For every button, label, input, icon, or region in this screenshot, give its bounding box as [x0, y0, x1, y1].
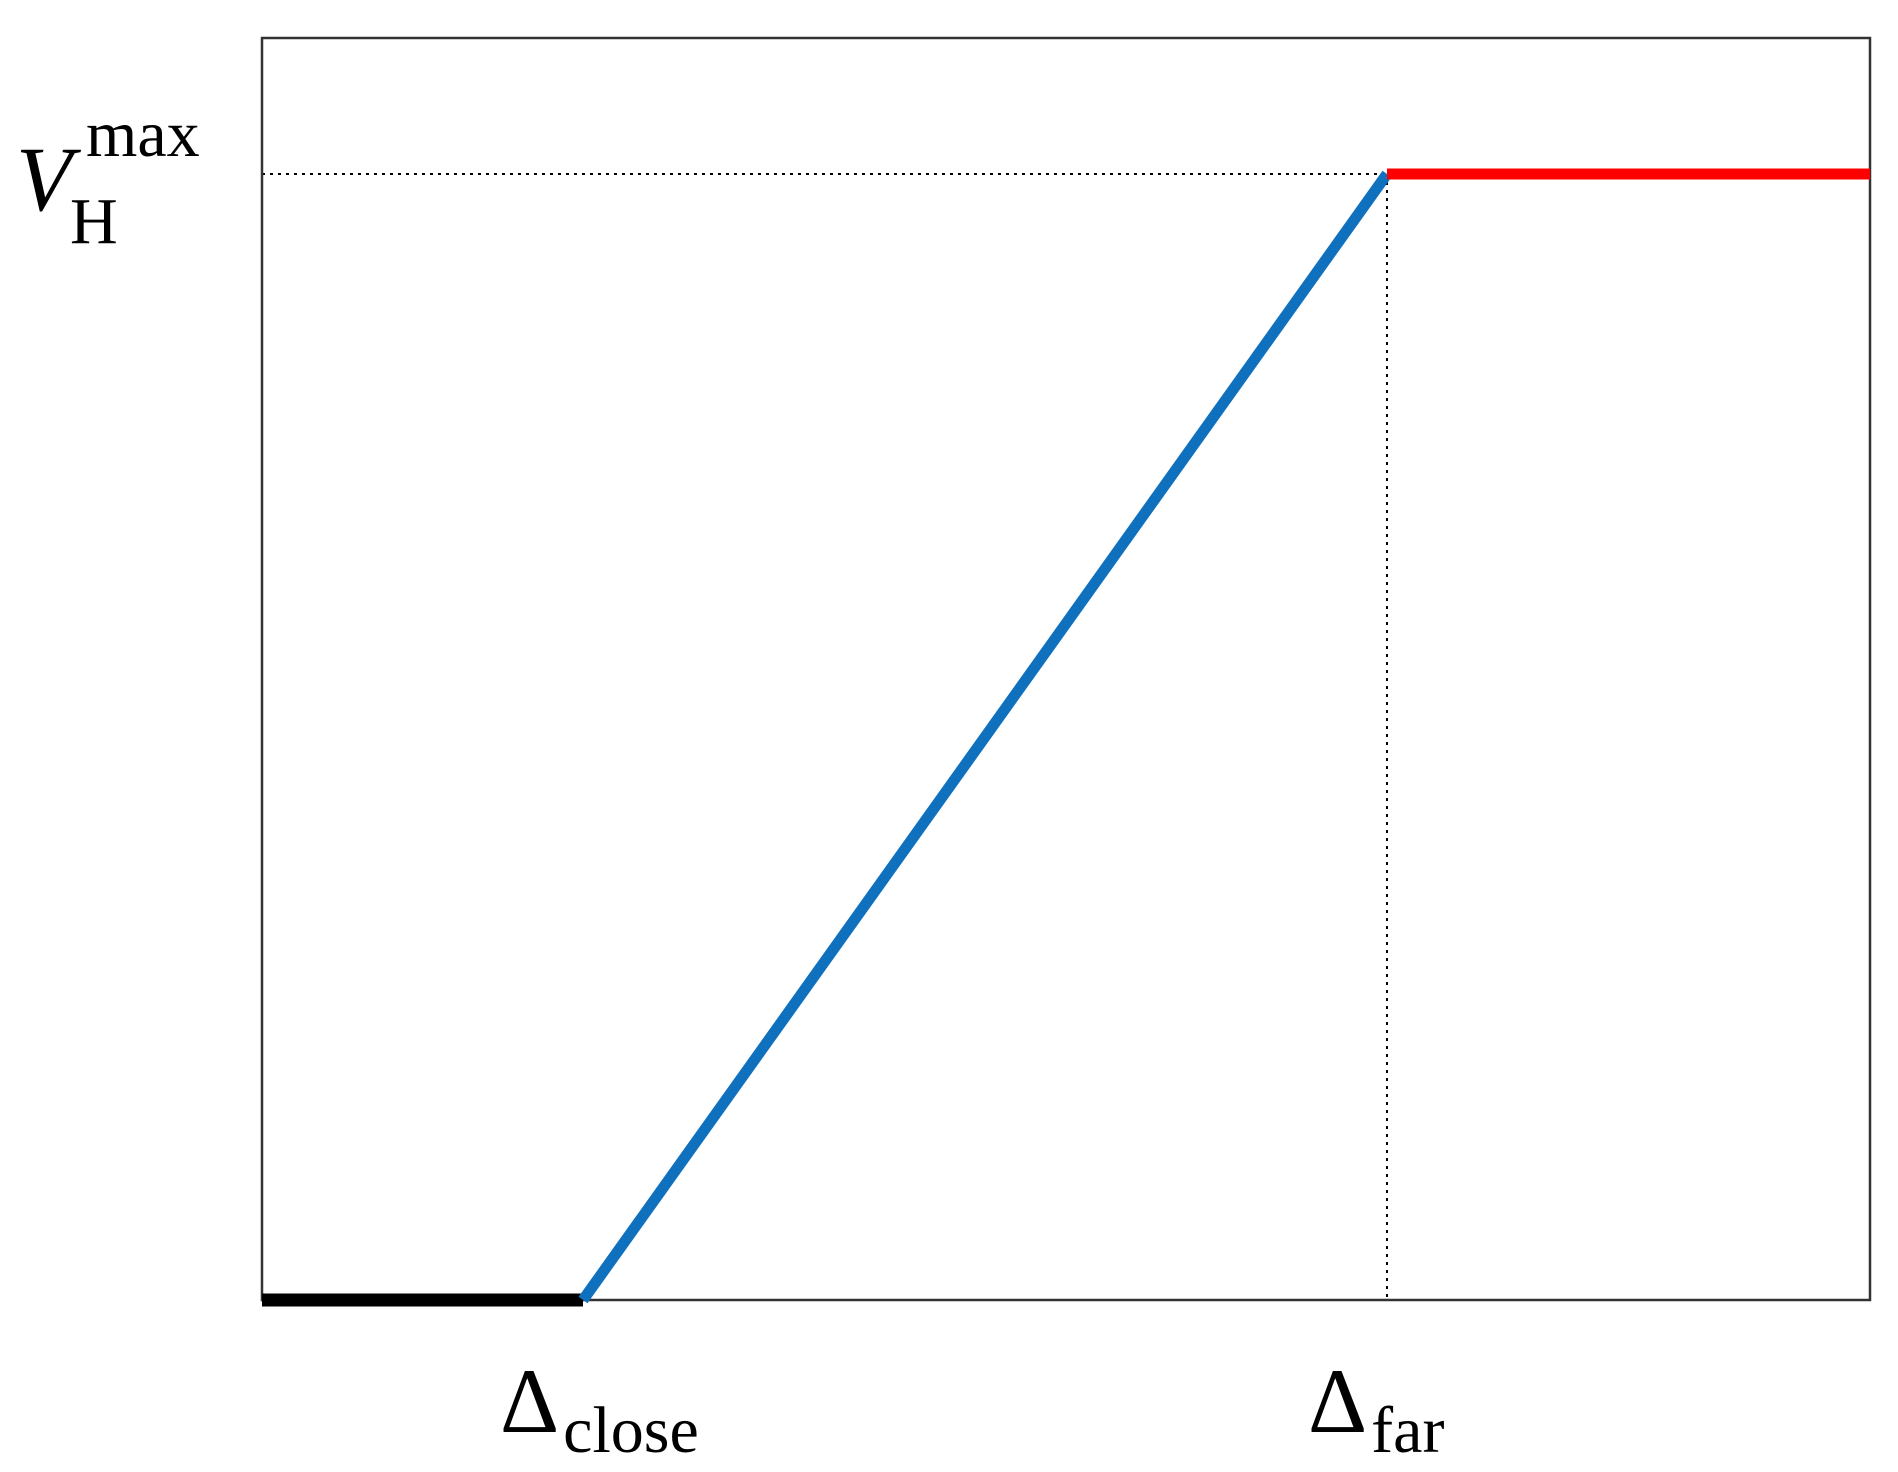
x-far-label: Δ far	[1308, 1350, 1444, 1467]
x-close-label: Δ close	[500, 1350, 699, 1467]
label-base: Δ	[500, 1350, 559, 1452]
y-max-label: V max H	[16, 98, 204, 258]
label-base: Δ	[1308, 1350, 1367, 1452]
label-base: V	[16, 128, 82, 230]
ramp-segment	[578, 170, 1392, 1304]
label-sub: close	[563, 1394, 699, 1467]
label-sub: far	[1371, 1394, 1444, 1467]
plot-frame	[260, 36, 1872, 1302]
label-sub: H	[70, 185, 118, 258]
label-sup: max	[86, 98, 200, 171]
